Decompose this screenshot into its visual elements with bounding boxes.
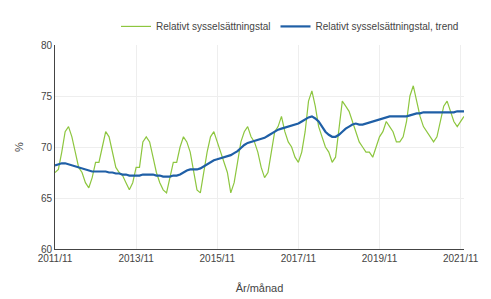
svg-text:2017/11: 2017/11 [281,253,317,264]
svg-text:60: 60 [41,244,53,255]
svg-text:2015/11: 2015/11 [200,253,236,264]
svg-text:75: 75 [41,91,53,102]
svg-text:Relativt sysselsättningstal: Relativt sysselsättningstal [156,21,271,32]
svg-text:Relativt sysselsättningstal, t: Relativt sysselsättningstal, trend [316,21,459,32]
svg-text:70: 70 [41,142,53,153]
svg-text:%: % [13,142,25,152]
svg-text:2013/11: 2013/11 [118,253,154,264]
svg-text:65: 65 [41,193,53,204]
svg-text:80: 80 [41,40,53,51]
svg-text:2011/11: 2011/11 [38,253,73,264]
svg-text:År/månad: År/månad [236,282,284,294]
svg-text:2021/11: 2021/11 [443,253,479,264]
svg-text:2019/11: 2019/11 [362,253,398,264]
